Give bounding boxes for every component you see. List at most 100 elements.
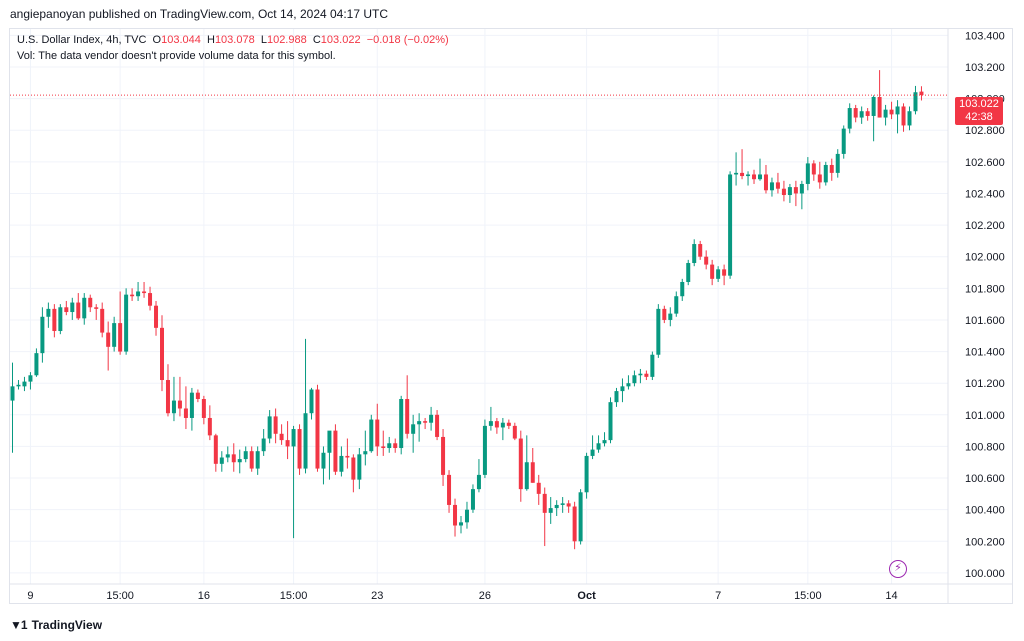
y-tick-label: 101.800 [965, 283, 1005, 295]
candle-body [213, 435, 218, 464]
high-value: 103.078 [214, 34, 255, 46]
candle-body [333, 430, 338, 472]
candle-body [614, 391, 619, 403]
candle-body [590, 449, 595, 456]
candle-body [506, 422, 511, 426]
tradingview-footer[interactable]: ▼1 TradingView [10, 618, 102, 632]
candle-body [823, 164, 828, 183]
y-tick-label: 102.000 [965, 252, 1005, 264]
candle-body [46, 308, 51, 317]
candle-body [447, 474, 452, 505]
candle-body [644, 373, 649, 377]
candle-body [291, 429, 296, 447]
candle-body [112, 323, 117, 347]
y-tick-label: 100.400 [965, 505, 1005, 517]
candle-body [476, 474, 481, 490]
candle-body [566, 503, 571, 507]
y-tick-label: 102.800 [965, 125, 1005, 137]
candle-body [919, 91, 924, 96]
candle-body [22, 381, 27, 387]
candle-body [698, 244, 703, 257]
candle-body [142, 291, 147, 294]
candle-body [728, 174, 733, 276]
candle-body [865, 111, 870, 116]
x-tick-label: 9 [27, 590, 33, 602]
candle-body [189, 392, 194, 418]
candle-body [94, 307, 99, 309]
candle-body [638, 373, 643, 376]
candle-body [500, 422, 505, 428]
candle-body [650, 354, 655, 377]
candle-body [536, 482, 541, 494]
x-tick-label: 15:00 [106, 590, 134, 602]
candle-body [494, 421, 499, 428]
candle-body [518, 438, 523, 490]
candle-body [746, 174, 751, 177]
footer-brand: TradingView [31, 618, 103, 632]
candle-body [405, 399, 410, 434]
candle-body [734, 172, 739, 175]
candle-body [674, 296, 679, 314]
candle-body [901, 106, 906, 126]
bolt-icon[interactable]: ⚡ [889, 560, 907, 578]
candle-body [393, 443, 398, 449]
close-label: C [312, 34, 321, 46]
last-price-badge: 103.022 42:38 [955, 97, 1003, 125]
candle-body [309, 389, 314, 414]
candle-body [572, 506, 577, 542]
candle-body [375, 419, 380, 447]
candle-body [847, 108, 852, 129]
open-label: O [152, 34, 162, 46]
candle-body [752, 174, 757, 180]
candle-body [154, 305, 159, 328]
candle-body [399, 399, 404, 449]
candle-body [40, 316, 45, 354]
candle-body [883, 109, 888, 118]
candle-body [118, 323, 123, 352]
candle-body [578, 492, 583, 542]
candle-body [381, 446, 386, 449]
candle-body [28, 375, 33, 382]
symbol-title[interactable]: U.S. Dollar Index, 4h, TVC [17, 34, 147, 46]
candle-body [859, 111, 864, 118]
candle-body [686, 263, 691, 282]
tradingview-logo-icon: ▼1 [10, 618, 28, 632]
candle-body [871, 96, 876, 116]
y-tick-label: 101.200 [965, 378, 1005, 390]
candle-body [273, 416, 278, 434]
candle-body [662, 308, 667, 320]
candle-body [716, 269, 721, 279]
candle-body [817, 174, 822, 183]
candle-body [34, 353, 39, 376]
candle-body [470, 489, 475, 510]
candle-body [423, 421, 428, 423]
candle-body [459, 522, 463, 526]
candle-body [357, 454, 362, 480]
y-tick-label: 102.600 [965, 157, 1005, 169]
candle-body [530, 462, 535, 483]
candle-body [249, 451, 254, 469]
y-tick-label: 102.200 [965, 220, 1005, 232]
chart-frame [9, 28, 1013, 604]
candle-body [267, 416, 272, 439]
candle-body [787, 187, 792, 196]
candle-body [219, 457, 224, 464]
y-tick-label: 101.000 [965, 410, 1005, 422]
candle-body [805, 163, 810, 184]
candle-body [321, 452, 326, 469]
candle-body [781, 188, 786, 196]
candle-body [171, 400, 176, 414]
candle-body [853, 108, 858, 118]
candle-body [584, 455, 589, 493]
x-tick-label: 16 [198, 590, 210, 602]
candle-body [464, 509, 469, 523]
candle-body [345, 455, 350, 458]
candle-body [668, 313, 673, 320]
candle-body [626, 383, 631, 387]
candle-body [542, 493, 547, 513]
candle-body [261, 438, 266, 452]
candle-body [297, 429, 302, 469]
candle-body [799, 183, 804, 194]
candle-body [130, 294, 135, 297]
